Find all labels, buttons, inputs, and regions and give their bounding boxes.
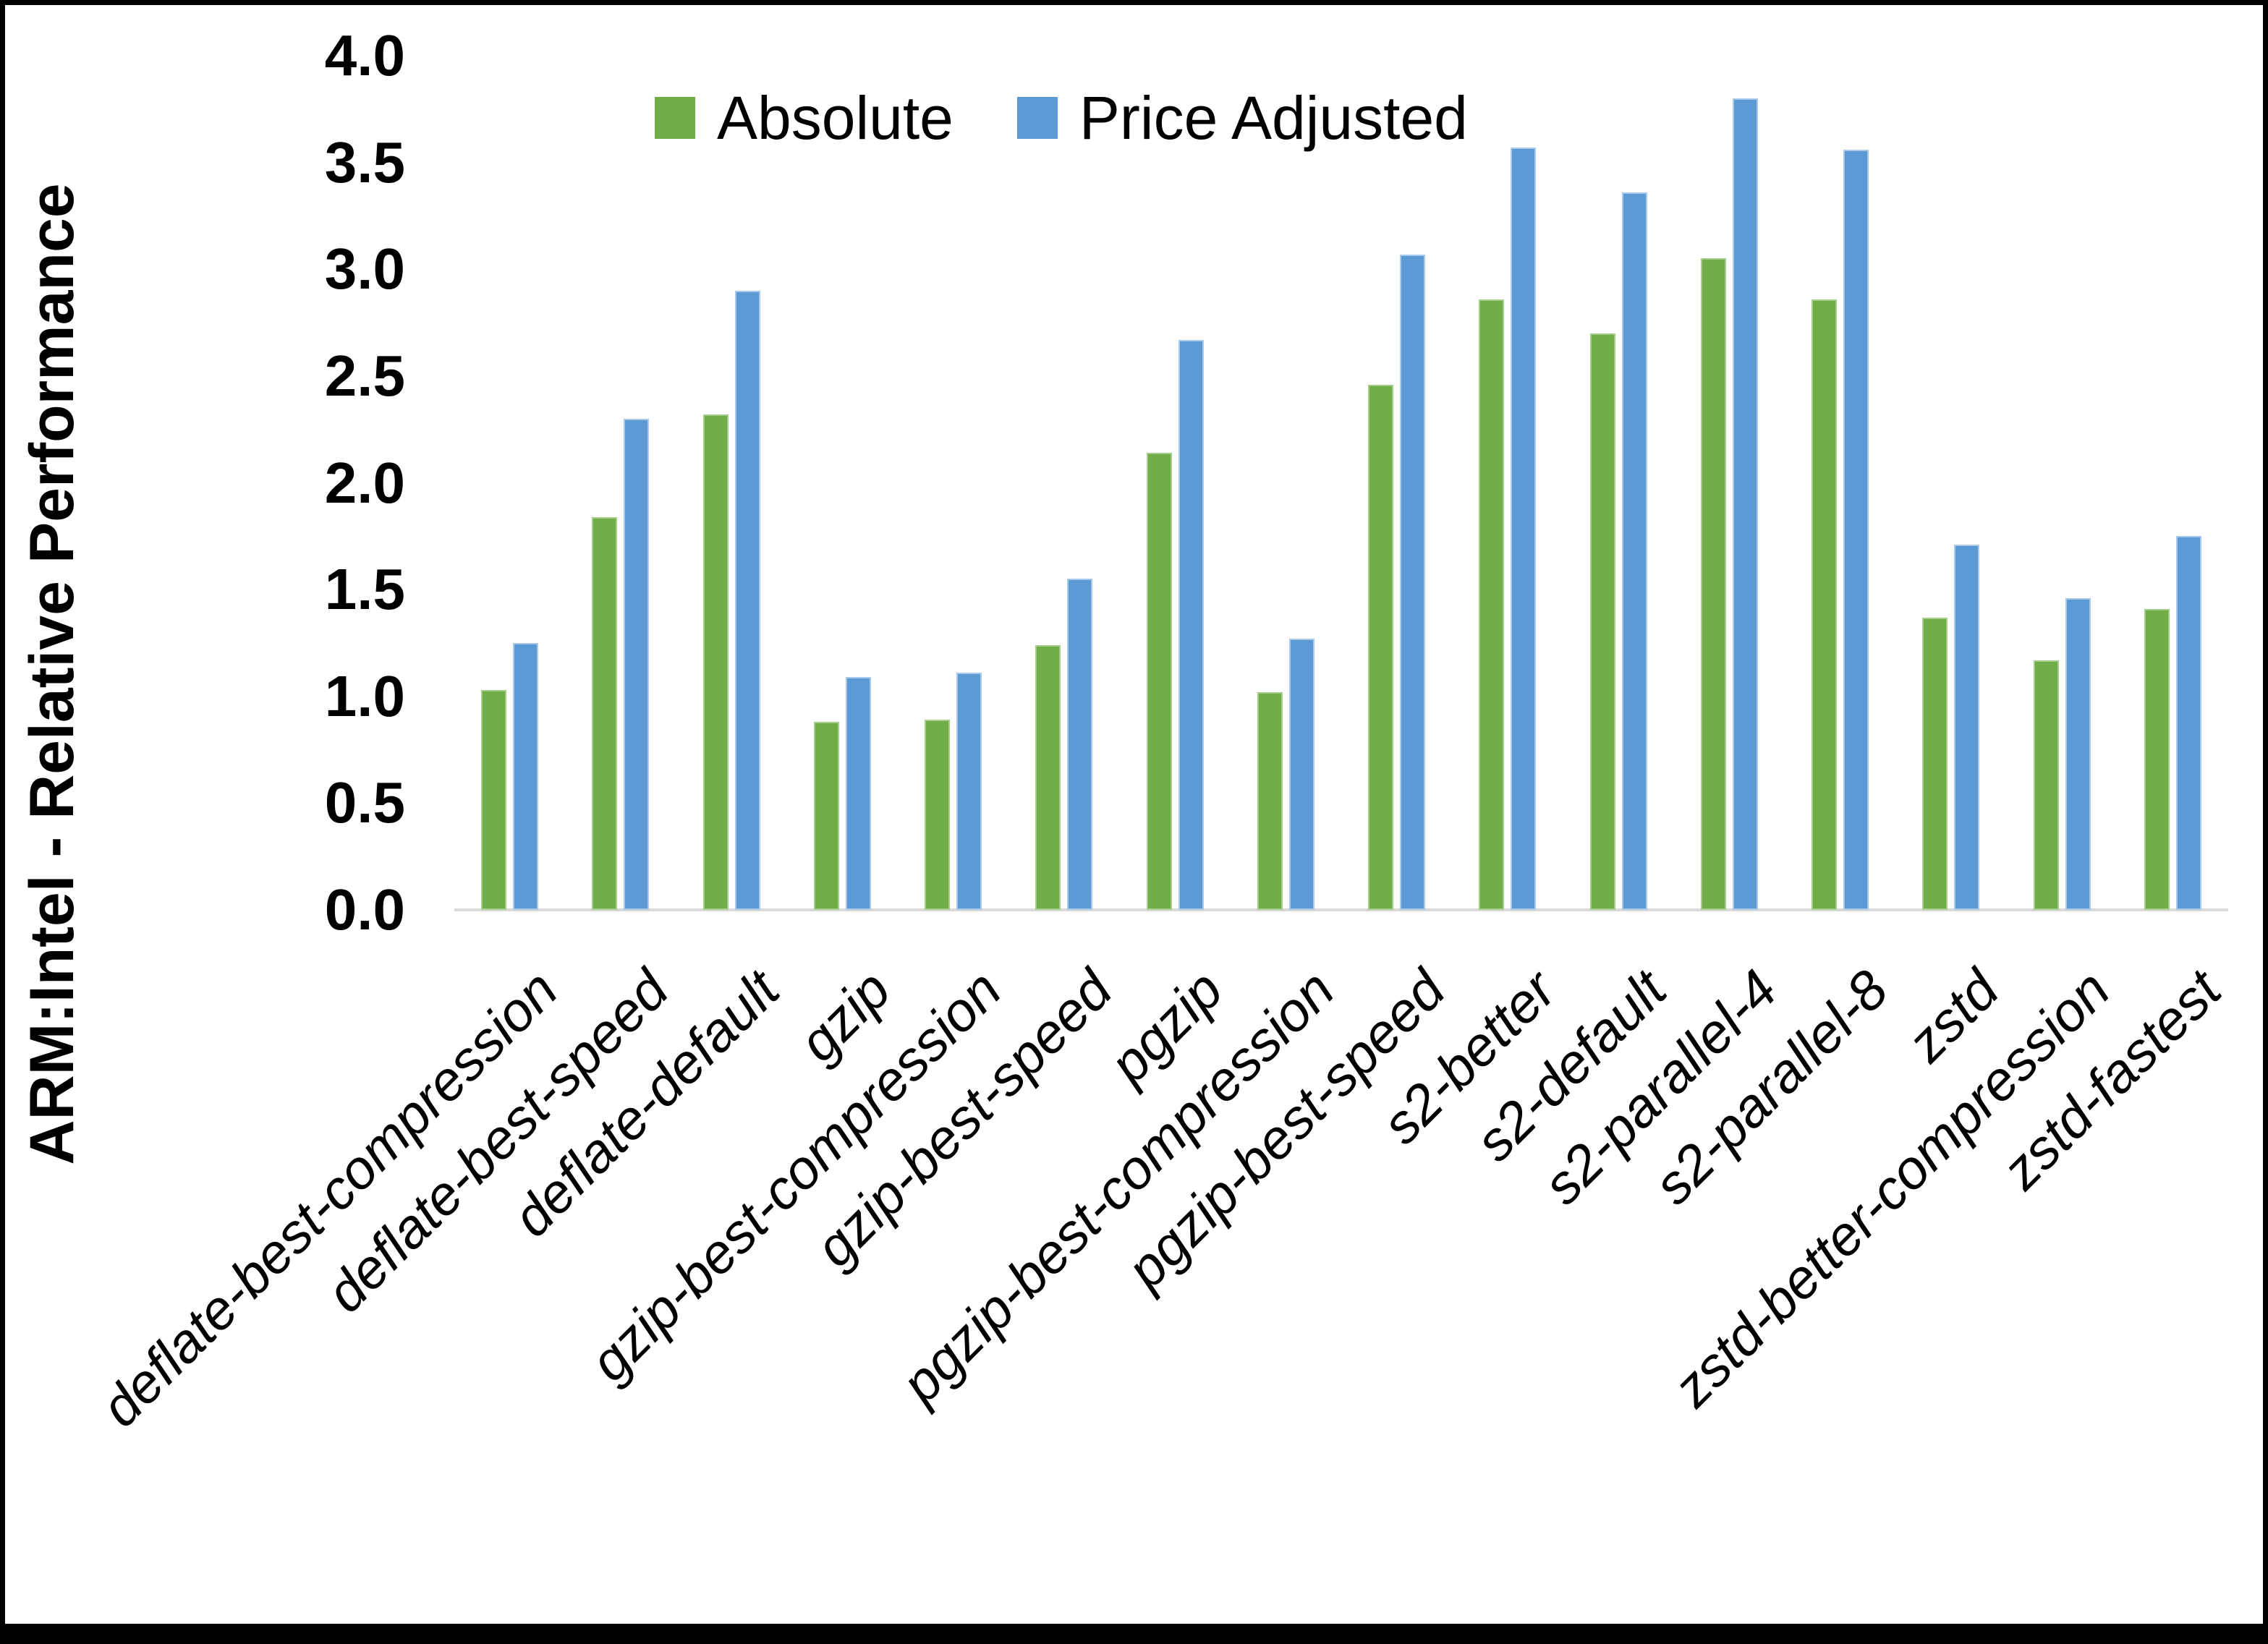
y-tick-label: 0.0: [324, 877, 405, 942]
y-tick-label: 1.5: [324, 557, 405, 622]
y-axis-title: ARM:Intel - Relative Performance: [17, 183, 87, 1165]
bar-price-adjusted-zstd-fastest: [2175, 536, 2201, 910]
bar-absolute-deflate-best-speed: [592, 516, 618, 910]
bar-price-adjusted-pgzip-best-speed: [1400, 254, 1426, 910]
bar-price-adjusted-s2-better: [1511, 147, 1537, 910]
bar-price-adjusted-gzip-best-speed: [1067, 579, 1093, 910]
bar-absolute-gzip-best-speed: [1035, 644, 1061, 910]
bar-price-adjusted-gzip-best-compression: [956, 673, 982, 910]
legend-color-swatch-price-adjusted: [1016, 97, 1058, 139]
bar-absolute-gzip-best-compression: [925, 720, 951, 910]
y-tick-label: 3.5: [324, 129, 405, 195]
bar-price-adjusted-zstd: [1954, 545, 1980, 910]
bar-price-adjusted-s2-parallel-8: [1843, 149, 1869, 910]
legend-item-price-adjusted: Price Adjusted: [1016, 83, 1468, 153]
bar-price-adjusted-deflate-default: [734, 290, 760, 910]
x-axis-line: [454, 908, 2228, 911]
bar-absolute-s2-better: [1479, 299, 1505, 910]
bar-price-adjusted-gzip: [845, 677, 871, 910]
bar-absolute-pgzip-best-compression: [1257, 691, 1283, 910]
bar-price-adjusted-s2-default: [1621, 192, 1647, 910]
bar-absolute-deflate-default: [702, 414, 729, 910]
bar-price-adjusted-pgzip: [1178, 339, 1204, 910]
bar-absolute-gzip: [813, 722, 839, 910]
y-tick-label: 4.0: [324, 23, 405, 88]
legend-color-swatch-absolute: [655, 97, 695, 139]
legend-label-absolute: Absolute: [717, 83, 954, 152]
bar-price-adjusted-zstd-better-compression: [2065, 597, 2091, 910]
bar-price-adjusted-deflate-best-compression: [513, 642, 539, 910]
bar-price-adjusted-pgzip-best-compression: [1288, 639, 1314, 910]
legend-item-absolute: Absolute: [655, 83, 954, 153]
bar-price-adjusted-deflate-best-speed: [624, 418, 650, 910]
y-tick-label: 0.5: [324, 770, 405, 835]
legend: Absolute Price Adjusted: [655, 83, 1468, 153]
bar-absolute-zstd-better-compression: [2033, 660, 2059, 910]
bar-absolute-pgzip: [1146, 453, 1172, 910]
bar-price-adjusted-s2-parallel-4: [1732, 98, 1758, 910]
y-tick-label: 2.0: [324, 450, 405, 515]
legend-label-price-adjusted: Price Adjusted: [1079, 83, 1468, 152]
bar-absolute-s2-default: [1589, 333, 1615, 910]
y-tick-label: 3.0: [324, 237, 405, 302]
y-tick-label: 2.5: [324, 343, 405, 408]
chart-background: [5, 5, 2263, 1624]
bar-absolute-s2-parallel-8: [1812, 299, 1838, 910]
x-axis-label-deflate-best-compression: deflate-best-compression: [89, 958, 570, 1439]
bar-absolute-deflate-best-compression: [481, 689, 507, 910]
bar-absolute-s2-parallel-4: [1700, 258, 1726, 910]
bar-absolute-zstd: [1922, 617, 1948, 910]
bar-absolute-pgzip-best-speed: [1368, 384, 1394, 910]
y-tick-label: 1.0: [324, 663, 405, 728]
bar-absolute-zstd-fastest: [2144, 608, 2170, 910]
